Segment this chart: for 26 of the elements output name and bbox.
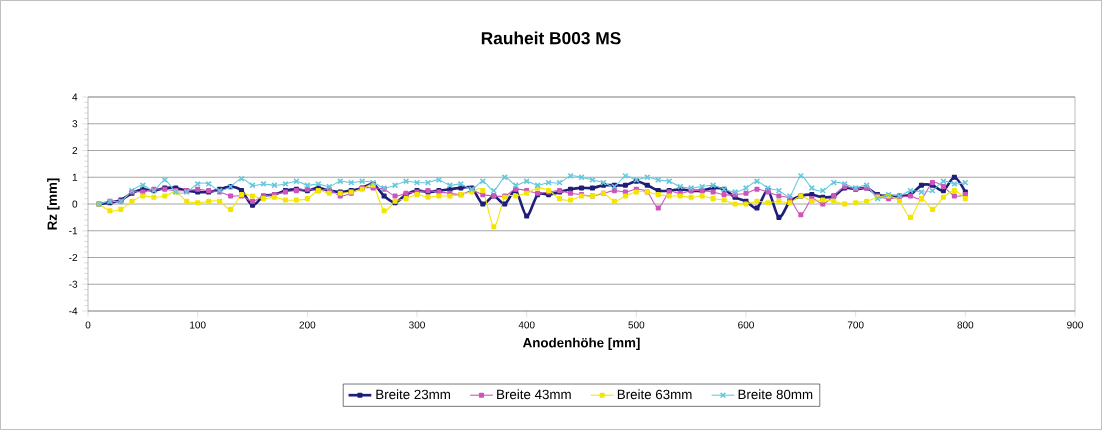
y-tick-label: 0 bbox=[72, 200, 78, 208]
x-tick-label: 0 bbox=[85, 321, 91, 329]
x-tick-label: 100 bbox=[190, 321, 206, 329]
x-tick-label: 200 bbox=[299, 321, 316, 329]
x-tick-label: 900 bbox=[1067, 321, 1083, 329]
legend-label: Breite 43mm bbox=[497, 389, 571, 400]
y-tick-label: 1 bbox=[72, 173, 78, 181]
y-tick-label: -4 bbox=[69, 307, 78, 315]
x-tick-label: 800 bbox=[957, 321, 974, 329]
y-tick-label: 3 bbox=[72, 120, 78, 128]
chart-title: Rauheit B003 MS bbox=[481, 31, 621, 45]
x-tick-label: 700 bbox=[847, 321, 864, 329]
legend-label: Breite 80mm bbox=[738, 389, 813, 400]
y-tick-label: -2 bbox=[69, 254, 78, 261]
x-tick-label: 400 bbox=[518, 321, 535, 329]
x-tick-label: 300 bbox=[409, 321, 425, 329]
y-tick-label: -1 bbox=[69, 227, 78, 235]
legend-label: Breite 63mm bbox=[617, 389, 692, 400]
x-tick-label: 500 bbox=[628, 321, 645, 329]
y-tick-label: -3 bbox=[69, 280, 78, 288]
y-tick-label: 2 bbox=[72, 147, 78, 154]
y-tick-label: 4 bbox=[72, 93, 78, 101]
legend-label: Breite 23mm bbox=[376, 389, 450, 400]
x-axis-title: Anodenhöhe [mm] bbox=[522, 337, 640, 351]
x-tick-label: 600 bbox=[738, 321, 754, 329]
y-axis-title: Rz [mm] bbox=[47, 178, 60, 230]
